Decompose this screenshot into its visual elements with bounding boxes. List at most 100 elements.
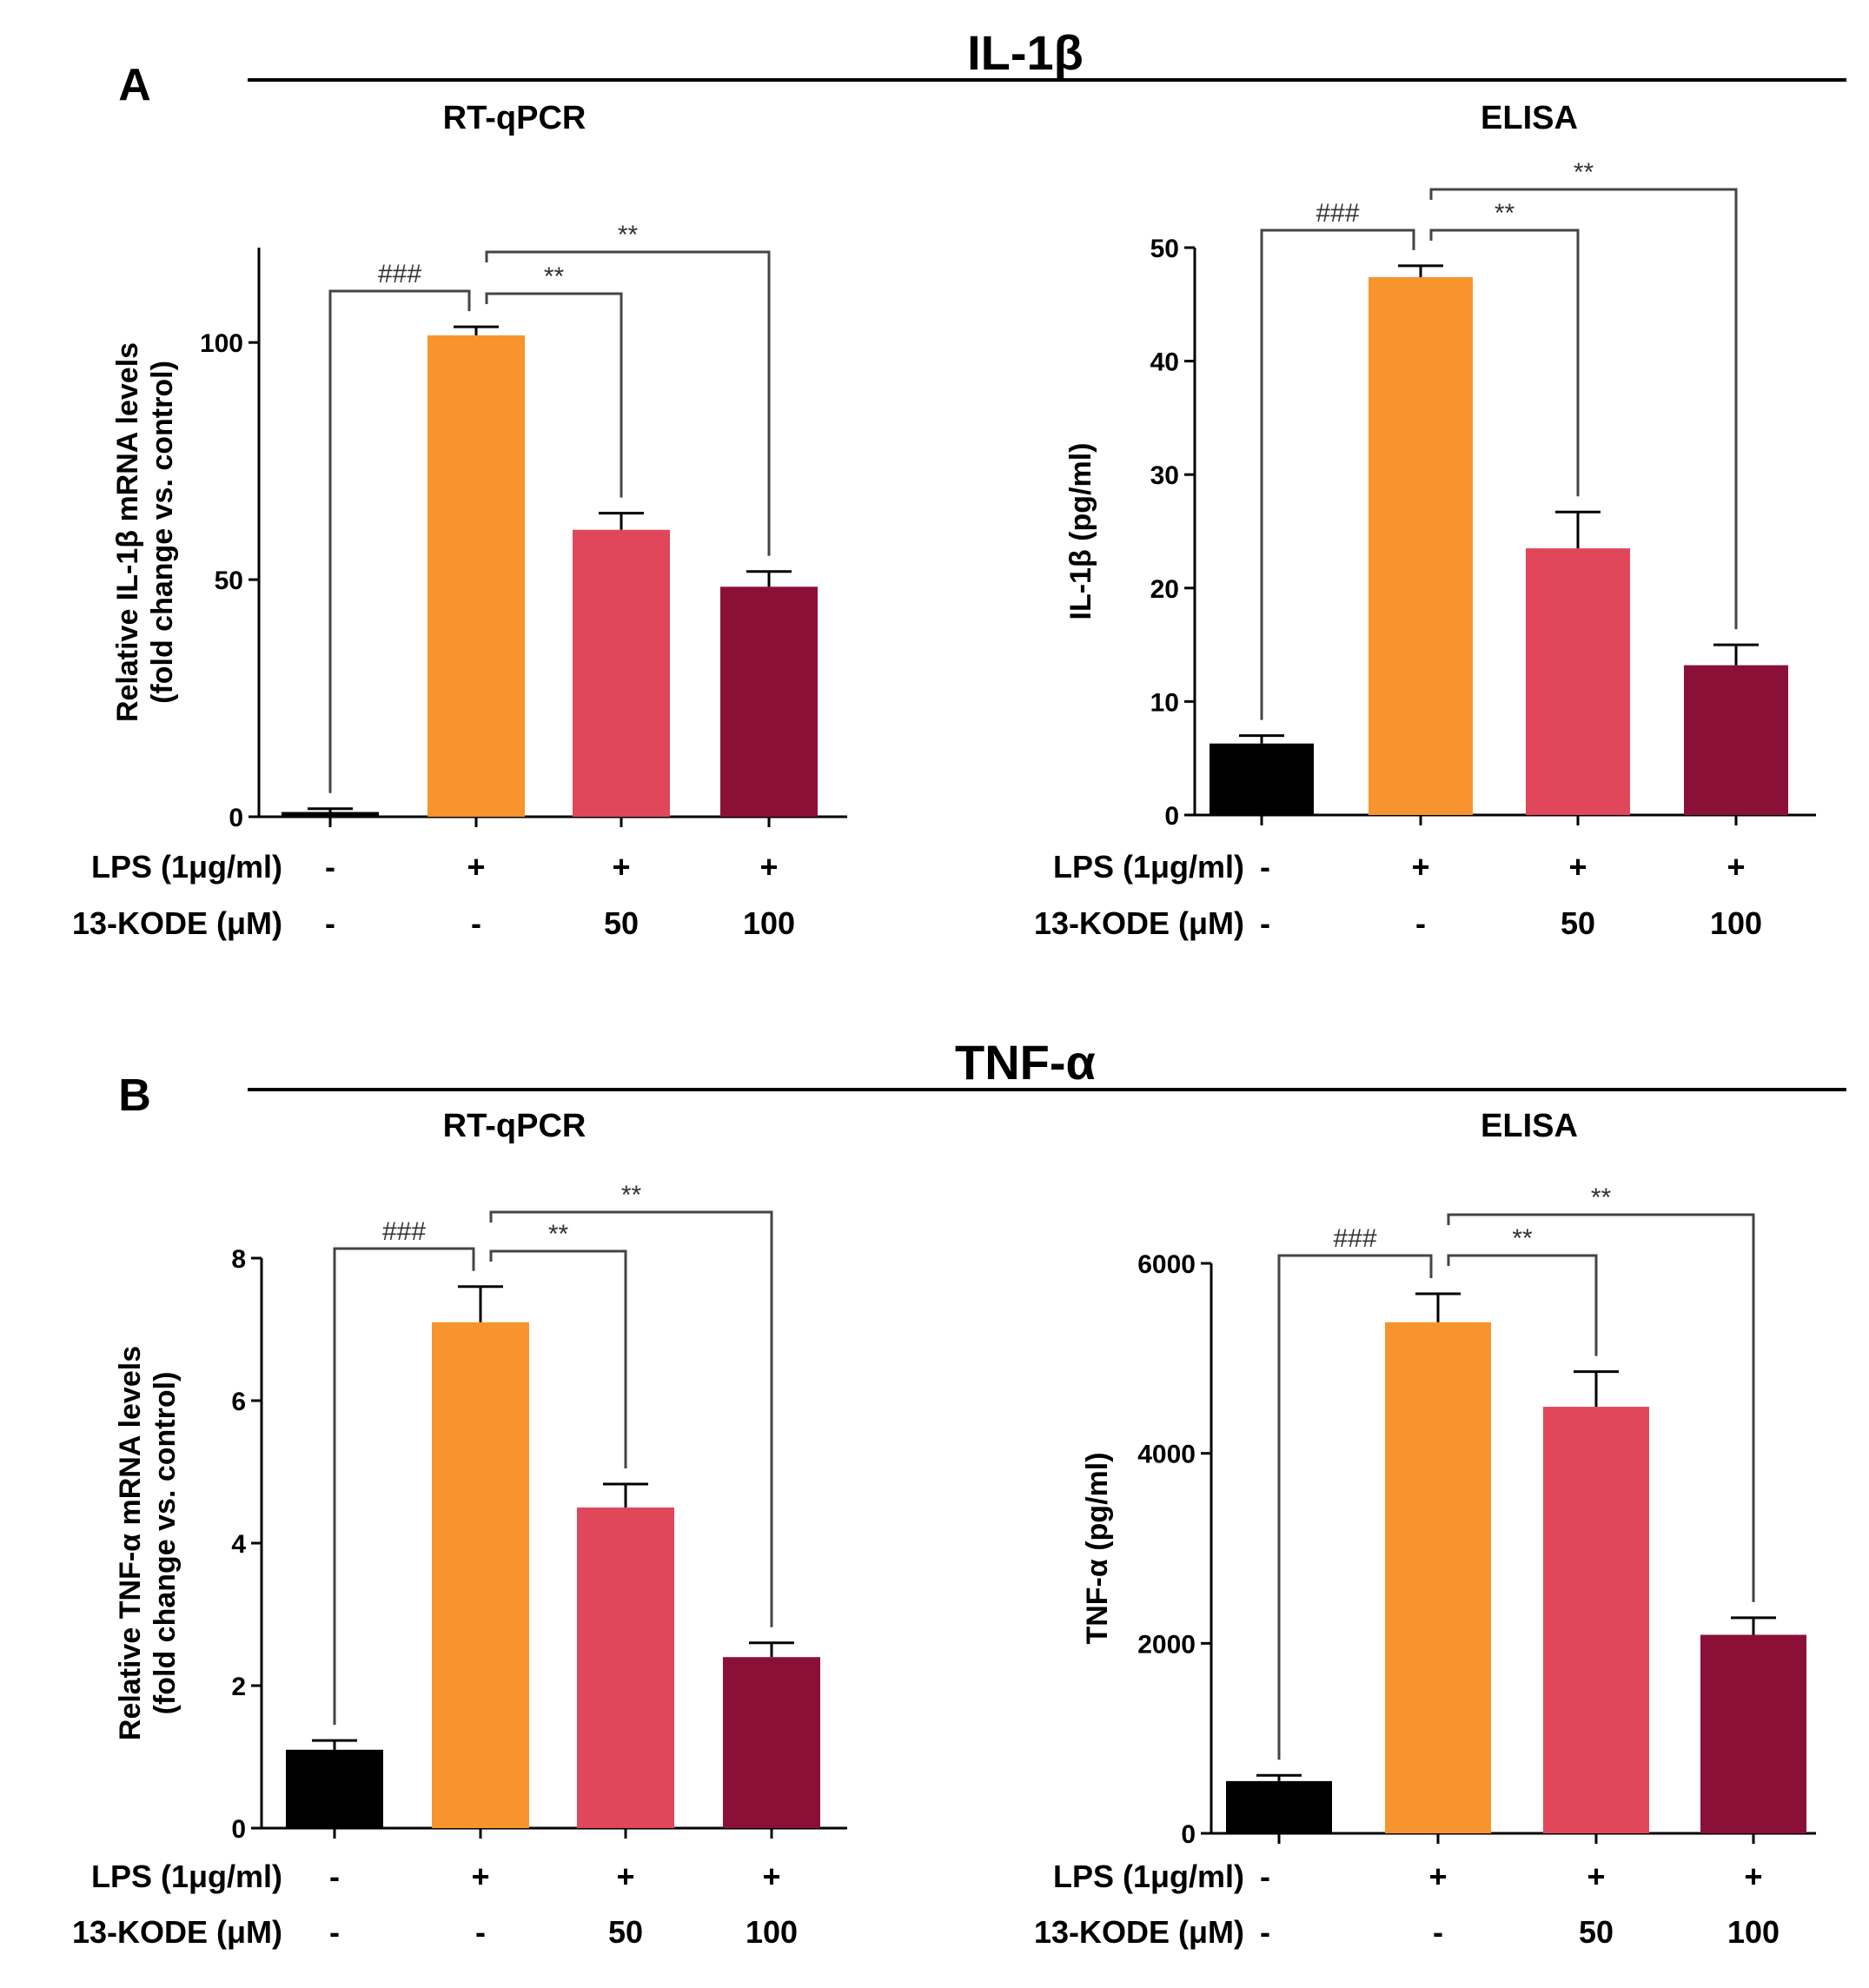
row-value-lps: + [1568,849,1587,885]
row-value-kode: - [1433,1914,1443,1950]
row-value-kode: 50 [1579,1914,1614,1950]
bar-control [1226,1780,1332,1833]
significance-bracket [1447,1254,1598,1356]
y-tick-label: 0 [1164,802,1179,831]
chart-method-label: ELISA [1481,100,1578,136]
y-tick-label: 40 [1150,348,1179,377]
row-value-kode: - [325,905,335,941]
row-label-kode: 13-KODE (μM) [72,1914,282,1950]
panel-letter: A [118,60,151,110]
bar-kode-50 [577,1508,674,1828]
significance-label: ### [378,260,421,288]
bar-kode-50 [1543,1407,1649,1833]
row-value-kode: - [471,905,481,941]
y-axis-label-line: TNF-α (pg/ml) [1081,1452,1114,1644]
y-tick-label: 4 [231,1530,246,1559]
y-tick-label: 8 [231,1245,246,1274]
row-value-lps: - [1260,1859,1270,1894]
significance-label: ** [618,221,639,249]
y-axis-label-line: (fold change vs. control) [149,1372,182,1715]
row-value-lps: + [1587,1859,1605,1894]
bar-control [282,812,379,817]
y-tick-label: 6 [231,1388,246,1416]
y-tick-label: 0 [229,804,243,832]
bar-control [1210,743,1314,815]
row-value-kode: 100 [743,905,795,941]
row-value-kode: 100 [1710,905,1762,941]
row-value-lps: + [1744,1859,1762,1894]
y-axis-label: IL-1β (pg/ml) [1064,443,1097,620]
y-tick-label: 100 [200,329,243,358]
y-axis-label: Relative TNF-α mRNA levels(fold change v… [114,1346,182,1740]
chart-method-label: RT-qPCR [443,100,587,136]
y-axis-label: TNF-α (pg/ml) [1081,1452,1114,1644]
chart-tnf-elisa: ELISA 0 2000 4000 6000 TNF-α (pg/ml) ### ** ** LP… [1034,1108,1816,1950]
significance-bracket [1429,229,1580,497]
significance-label: ** [1512,1224,1533,1253]
row-label-kode: 13-KODE (μM) [72,905,282,941]
row-value-kode: 50 [604,905,639,941]
panel-letter: B [118,1070,151,1121]
row-value-kode: - [1260,905,1270,941]
bar-kode-100 [723,1657,820,1828]
y-axis-label-line: (fold change vs. control) [146,361,179,704]
significance-label: ** [544,262,565,291]
y-tick-label: 4000 [1137,1441,1196,1469]
row-value-kode: 50 [608,1914,643,1950]
y-tick-label: 30 [1150,461,1179,490]
bar-lps [427,335,525,818]
row-value-lps: + [762,1859,780,1894]
row-value-kode: - [329,1914,340,1950]
y-tick-label: 6000 [1137,1250,1196,1279]
bar-kode-100 [1684,665,1788,815]
y-tick-label: 20 [1150,575,1179,604]
chart-method-label: RT-qPCR [443,1108,587,1144]
significance-bracket [333,1247,475,1726]
bar-kode-50 [1526,548,1630,815]
row-value-kode: - [1260,1914,1270,1950]
row-value-kode: - [475,1914,486,1950]
panel-b: B TNF-α RT-qPCR 0 2 4 6 8 Relative TNF-α mRNA le… [72,1035,1846,1950]
significance-bracket [485,250,771,556]
y-tick-label: 50 [1150,235,1179,263]
row-value-lps: + [616,1859,634,1894]
row-value-kode: 50 [1561,905,1595,941]
significance-label: ** [1574,158,1594,187]
y-tick-label: 50 [215,567,243,595]
row-value-kode: 100 [746,1914,798,1950]
row-label-lps: LPS (1μg/ml) [1053,1859,1244,1894]
y-axis-label: Relative IL-1β mRNA levels(fold change v… [111,342,179,722]
row-value-lps: - [329,1859,340,1894]
significance-bracket [485,292,623,498]
row-label-kode: 13-KODE (μM) [1034,1914,1244,1950]
bar-kode-100 [1700,1634,1806,1833]
bar-kode-50 [573,529,670,817]
cytokine-title: TNF-α [955,1035,1096,1090]
row-value-lps: + [1411,849,1429,885]
chart-method-label: ELISA [1481,1108,1578,1144]
y-axis-label-line: IL-1β (pg/ml) [1064,443,1097,620]
significance-bracket [328,289,471,793]
significance-bracket [489,1210,773,1627]
y-axis-label-line: Relative TNF-α mRNA levels [114,1346,147,1740]
significance-label: ** [548,1220,569,1249]
row-value-kode: 100 [1727,1914,1780,1950]
figure-root: A IL-1β RT-qPCR 0 50 100 Relative IL-1β mRNA l… [72,25,1846,1950]
bar-lps [432,1322,529,1828]
panel-a: A IL-1β RT-qPCR 0 50 100 Relative IL-1β mRNA l… [72,25,1846,941]
significance-label: ** [1495,199,1515,228]
significance-bracket [1447,1213,1755,1602]
y-tick-label: 0 [1181,1820,1196,1849]
chart-il1-rtqpcr: RT-qPCR 0 50 100 Relative IL-1β mRNA levels(… [72,100,847,941]
significance-bracket [1260,229,1415,720]
significance-label: ### [1316,199,1359,228]
bar-kode-100 [720,586,818,817]
significance-bracket [1429,188,1738,630]
row-value-lps: + [759,849,778,885]
significance-label: ** [621,1181,642,1209]
bar-lps [1385,1322,1491,1833]
row-label-kode: 13-KODE (μM) [1034,905,1244,941]
cytokine-title: IL-1β [967,25,1084,80]
row-value-lps: + [471,1859,489,1894]
